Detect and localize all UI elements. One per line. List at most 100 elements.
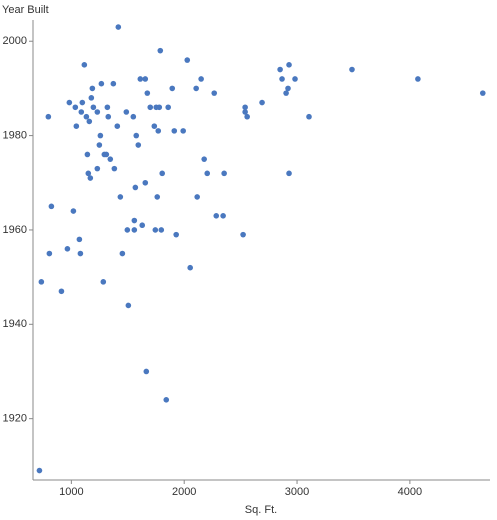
point (155, 128, 162, 134)
point (277, 66, 283, 73)
point (97, 132, 104, 139)
point (154, 194, 161, 200)
point (220, 212, 226, 219)
point (159, 170, 166, 177)
point (132, 184, 139, 191)
point (94, 109, 101, 115)
point (165, 104, 171, 111)
point (98, 80, 105, 87)
point (86, 118, 93, 125)
point (242, 109, 248, 115)
point (46, 250, 53, 257)
y-tick-label: 1920 (3, 413, 27, 425)
point (286, 170, 292, 177)
point (151, 123, 158, 129)
point (38, 279, 45, 285)
point (221, 170, 227, 177)
point (84, 151, 91, 158)
point (142, 76, 149, 82)
point (105, 113, 112, 120)
point (100, 279, 107, 285)
point (286, 62, 292, 68)
point (240, 231, 246, 238)
point (135, 142, 142, 148)
point (114, 123, 121, 129)
point (204, 170, 211, 177)
point (36, 467, 43, 474)
point (119, 250, 126, 257)
y-tick-label: 2000 (3, 35, 27, 47)
point (147, 104, 154, 111)
point (70, 208, 77, 214)
y-axis-label: Year Built (2, 4, 49, 16)
point (142, 179, 149, 186)
point (48, 203, 55, 210)
y-tick-label: 1940 (3, 318, 27, 330)
point (66, 99, 73, 106)
point (259, 99, 265, 106)
point (171, 128, 178, 134)
point (111, 165, 118, 172)
point (415, 76, 421, 82)
point (349, 66, 355, 73)
point (117, 194, 124, 200)
x-tick-label: 1000 (59, 486, 83, 498)
point (137, 76, 144, 82)
point (76, 236, 83, 243)
point (64, 246, 71, 252)
point (169, 85, 176, 92)
point (292, 76, 298, 82)
y-tick-label: 1980 (3, 129, 27, 141)
point (78, 109, 85, 115)
point (103, 151, 110, 158)
point (184, 57, 191, 63)
point (244, 113, 250, 120)
point (131, 217, 138, 224)
point (187, 264, 193, 271)
point (133, 132, 140, 139)
point (115, 24, 122, 30)
point (242, 104, 248, 111)
point (85, 170, 92, 177)
point (283, 90, 289, 96)
y-tick-label: 1960 (3, 224, 27, 236)
point (306, 113, 312, 120)
point (213, 212, 220, 219)
x-axis-label: Sq. Ft. (245, 504, 277, 516)
point (104, 104, 111, 111)
point (152, 227, 159, 233)
point (201, 156, 207, 162)
point (479, 90, 486, 96)
point (90, 104, 97, 111)
point (110, 80, 117, 87)
point (79, 99, 86, 106)
point (125, 302, 132, 309)
point (143, 368, 150, 375)
point (81, 62, 88, 68)
point (157, 47, 164, 54)
point (124, 227, 131, 233)
point (107, 156, 114, 162)
x-tick-label: 2000 (172, 486, 196, 498)
point (123, 109, 130, 115)
point (131, 227, 138, 233)
point (139, 222, 146, 229)
point (156, 104, 163, 111)
point (180, 128, 186, 134)
point (96, 142, 103, 148)
point (193, 85, 199, 92)
point (130, 113, 137, 120)
point (89, 85, 96, 92)
point (144, 90, 151, 96)
point (87, 175, 94, 181)
point (73, 123, 80, 129)
point (198, 76, 204, 82)
point (77, 250, 84, 257)
point (173, 231, 179, 238)
point (88, 95, 95, 101)
point (194, 194, 200, 200)
point (83, 113, 90, 120)
point (163, 396, 170, 403)
x-tick-label: 4000 (398, 486, 422, 498)
